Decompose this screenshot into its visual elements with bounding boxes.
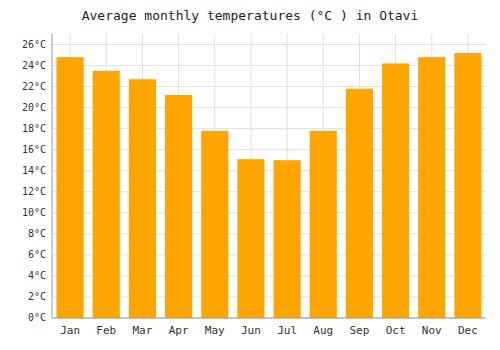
x-tick-label: Aug — [313, 324, 333, 337]
x-axis-line — [52, 318, 486, 319]
x-tick-label: Jan — [60, 324, 80, 337]
bar — [93, 71, 120, 318]
bar — [237, 159, 264, 318]
y-tick-label: 26°C — [22, 39, 46, 50]
bar — [201, 131, 228, 318]
y-tick-label: 0°C — [28, 312, 46, 323]
y-grid-line — [52, 318, 486, 319]
bars — [57, 53, 482, 318]
title: Average monthly temperatures (°C ) in Ot… — [82, 8, 419, 23]
x-tick-label: Jul — [277, 324, 297, 337]
x-tick-label: Feb — [96, 324, 116, 337]
bar — [346, 89, 373, 318]
bar — [165, 95, 192, 318]
x-tick-label: Sep — [349, 324, 369, 337]
y-tick-label: 10°C — [22, 207, 46, 218]
y-tick-label: 12°C — [22, 186, 46, 197]
bar — [57, 57, 84, 318]
chart: 0°C 2°C 4°C 6°C 8°C 10°C 12°C 14°C 16°C 18°C 20°C 2… — [0, 0, 500, 350]
grid — [52, 34, 486, 318]
x-tick-label: Nov — [422, 324, 442, 337]
y-tick-label: 8°C — [28, 228, 46, 239]
y-tick-label: 6°C — [28, 249, 46, 260]
y-tick-label: 22°C — [22, 81, 46, 92]
y-tick-label: 18°C — [22, 123, 46, 134]
x-tick-label: Apr — [169, 324, 189, 337]
bar — [274, 160, 301, 318]
x-tick-label: Dec — [458, 324, 478, 337]
y-grid-line — [52, 44, 486, 45]
x-tick-label: May — [205, 324, 225, 337]
y-tick-label: 14°C — [22, 165, 46, 176]
y-tick-label: 20°C — [22, 102, 46, 113]
x-tick-label: Jun — [241, 324, 261, 337]
bar — [418, 57, 445, 318]
axes: 0°C 2°C 4°C 6°C 8°C 10°C 12°C 14°C 16°C 18°C 20°C 2… — [22, 34, 486, 337]
chart-container: 0°C 2°C 4°C 6°C 8°C 10°C 12°C 14°C 16°C 18°C 20°C 2… — [0, 0, 500, 350]
x-tick-label: Oct — [386, 324, 406, 337]
y-tick-label: 16°C — [22, 144, 46, 155]
x-tick-label: Mar — [132, 324, 152, 337]
bar — [310, 131, 337, 318]
bar — [129, 79, 156, 318]
bar — [454, 53, 481, 318]
y-tick-label: 4°C — [28, 270, 46, 281]
bar — [382, 63, 409, 318]
y-axis-line — [52, 34, 53, 318]
y-tick-label: 24°C — [22, 60, 46, 71]
y-tick-label: 2°C — [28, 291, 46, 302]
